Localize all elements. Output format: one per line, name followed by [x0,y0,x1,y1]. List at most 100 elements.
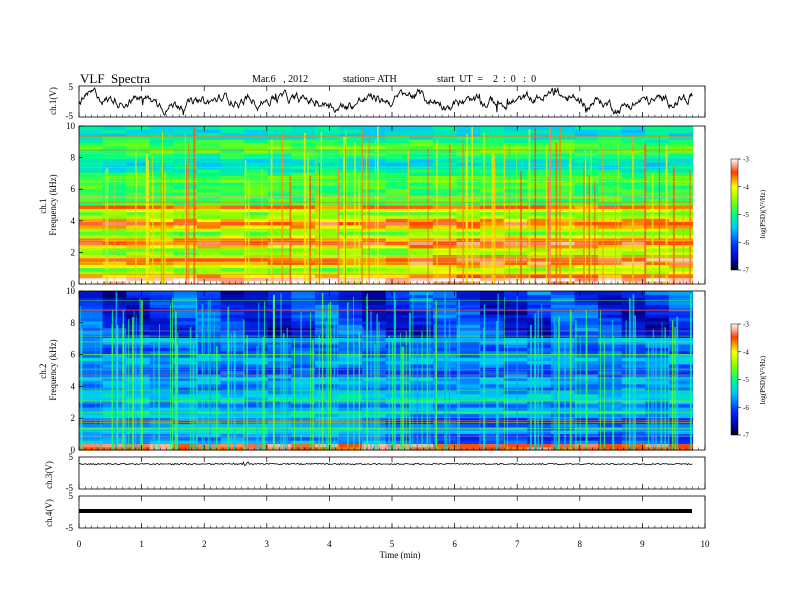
spectrogram-cell [196,390,222,395]
sferic-stripe [585,150,586,284]
spectrogram-cell [574,201,599,206]
spectrogram-cell [385,181,410,186]
spectrogram-cell [598,244,623,249]
spectrogram-cell [244,257,269,262]
spectrogram-cell [550,373,576,378]
spectrogram-cell [432,132,458,137]
spectrogram-cell [220,264,245,269]
sferic-stripe [319,162,320,284]
spectrogram-cell [668,357,694,362]
spectrogram-cell [220,406,245,411]
spectrogram-cell [550,270,576,275]
spectrogram-cell [598,208,623,213]
spectrogram-cell [338,413,363,418]
sferic-stripe [516,295,518,450]
spectrogram-cell [149,446,174,451]
spectrogram-cell [314,228,340,232]
sferic-stripe [192,343,195,450]
time-tick-label: 6 [452,539,457,549]
spectrogram-cell [503,152,528,157]
spectrogram-cell [432,221,458,226]
spectrogram-cell [480,400,505,405]
sferic-stripe [362,326,364,450]
sferic-stripe [196,334,198,450]
spectrogram-cell [503,251,528,255]
spectrogram-cell [385,433,410,438]
spectrogram-cell [550,237,576,242]
spectrogram-cell [668,274,694,279]
sferic-stripe [569,309,572,450]
spectrogram-cell [291,377,316,382]
spectrogram-cell [267,363,292,368]
sferic-stripe [320,131,322,284]
spectrogram-cell [385,370,410,375]
spectrogram-cell [456,387,481,391]
spectrogram-cell [196,317,222,322]
spectrogram-cell [173,380,198,385]
spectrogram-cell [503,344,528,348]
spectrogram-cell [196,135,222,140]
spectrogram-cell [668,201,694,206]
spectrogram-cell [550,416,576,421]
spectrogram-cell [432,244,458,249]
spectrogram-cell [480,360,505,365]
spectrogram-cell [645,145,670,150]
spectrogram-cell [220,353,245,358]
spectrogram-cell [267,416,292,421]
spectrogram-cell [550,291,576,295]
spectrogram-cell [291,413,316,418]
spectrogram-cell [173,347,198,352]
narrowband-line [79,262,693,264]
spectrogram-cell [456,241,481,246]
sferic-stripe [520,171,522,284]
sferic-stripe [282,333,285,450]
spectrogram-cell [409,410,434,415]
spectrogram-cell [126,178,151,183]
spectrogram-cell [102,377,127,382]
spectrogram-cell [102,387,127,391]
spectrogram-cell [126,198,151,203]
spectrogram-cell [196,188,222,193]
spectrogram-cell [503,267,528,272]
narrowband-line [79,251,693,253]
spectrogram-cell [126,297,151,302]
sferic-stripe [583,162,585,284]
spectrogram-cell [126,129,151,134]
sferic-stripe [188,141,190,284]
spectrogram-cell [196,172,222,176]
spectrogram-cell [362,297,387,302]
spectrogram-cell [503,224,528,229]
spectrogram-cell [149,337,174,342]
spectrogram-cell [102,139,127,144]
freq-tick-label: 8 [71,318,76,328]
spectrogram-cell [291,224,316,229]
spectrogram-cell [409,373,434,378]
spectrogram-cell [362,201,387,206]
spectrogram-cell [668,400,694,405]
spectrogram-cell [409,188,434,193]
spectrogram-cell [79,237,104,242]
spectrogram-cell [527,320,552,325]
spectrogram-cell [527,410,552,415]
spectrogram-cell [598,406,623,411]
spectrogram-cell [149,416,174,421]
spectrogram-cell [267,443,292,448]
spectrogram-cell [645,168,670,173]
spectrogram-cell [409,413,434,418]
spectrogram-cell [645,214,670,219]
spectrogram-cell [456,201,481,206]
spectrogram-cell [503,221,528,226]
spectrogram-cell [79,175,104,180]
spectrogram-cell [527,267,552,272]
spectrogram-cell [267,327,292,332]
spectrogram-cell [102,172,127,176]
sferic-stripe [361,129,363,284]
spectrogram-cell [338,320,363,325]
sferic-stripe [541,335,544,450]
spectrogram-cell [503,191,528,196]
sferic-stripe [644,143,647,284]
spectrogram-cell [220,172,245,176]
spectrogram-cell [314,198,340,203]
spectrogram-cell [432,237,458,242]
spectrogram-cell [668,139,694,144]
